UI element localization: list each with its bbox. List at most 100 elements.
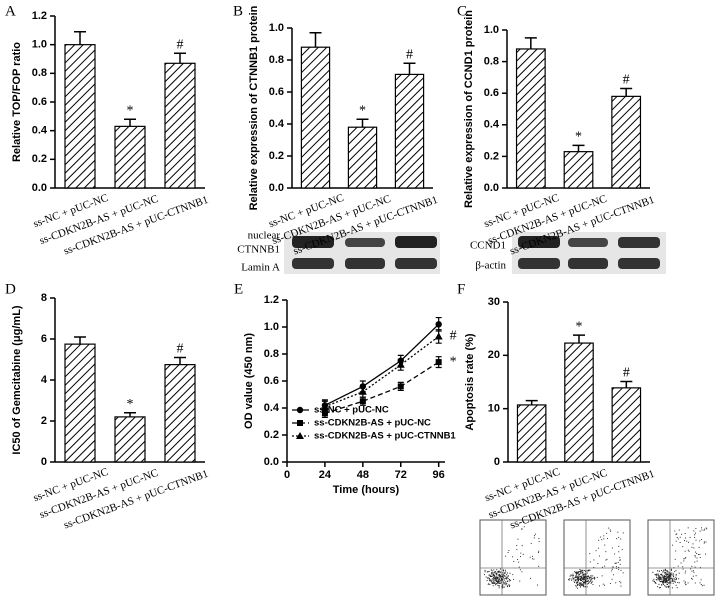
flow-dot xyxy=(574,581,576,583)
flow-dot xyxy=(579,578,581,580)
flow-dot xyxy=(575,577,577,579)
flow-dot xyxy=(498,570,500,572)
flow-dot xyxy=(502,575,504,577)
y-tick-label: 0.6 xyxy=(484,87,499,99)
flow-dot xyxy=(582,581,584,583)
flow-dot xyxy=(589,553,591,555)
flow-dot xyxy=(699,530,701,532)
flow-dot xyxy=(665,573,667,575)
flow-dot xyxy=(671,577,673,579)
bar xyxy=(394,73,425,189)
flow-dot xyxy=(703,584,705,586)
flow-dot xyxy=(493,578,495,580)
flow-dot xyxy=(695,528,697,530)
flow-dot xyxy=(490,569,492,571)
flow-dot xyxy=(503,583,505,585)
y-tick-label: 8 xyxy=(41,292,47,304)
flow-dot xyxy=(498,582,500,584)
flow-dot xyxy=(496,578,498,580)
flow-dot xyxy=(672,582,674,584)
flow-dot xyxy=(583,576,585,578)
flow-dot xyxy=(487,577,489,579)
flow-dot xyxy=(518,561,520,563)
error-bar xyxy=(74,31,86,45)
legend-marker xyxy=(297,420,303,426)
flow-dot xyxy=(692,543,694,545)
flow-dot xyxy=(507,575,509,577)
flow-dot xyxy=(493,575,495,577)
flow-dot xyxy=(667,577,669,579)
flow-dot xyxy=(604,584,606,586)
flow-dot xyxy=(488,578,490,580)
flow-dot xyxy=(505,555,507,557)
flow-dot xyxy=(618,545,620,547)
flow-dot xyxy=(507,552,509,554)
flow-dot xyxy=(684,550,686,552)
panel-label: E xyxy=(234,281,243,297)
flow-dot xyxy=(507,578,509,580)
flow-dot xyxy=(670,582,672,584)
annotation: # xyxy=(406,47,413,62)
flow-dot xyxy=(484,569,486,571)
flow-dot xyxy=(578,577,580,579)
annotation: # xyxy=(177,342,184,357)
bar xyxy=(611,95,642,189)
flow-dot xyxy=(575,575,577,577)
bar xyxy=(164,62,196,189)
flow-dot xyxy=(611,568,613,570)
flow-dot xyxy=(538,541,540,543)
flow-dot xyxy=(499,574,501,576)
flow-dot xyxy=(502,584,504,586)
point xyxy=(358,387,367,395)
flow-dot xyxy=(502,576,504,578)
flow-dot xyxy=(591,581,593,583)
flow-dot xyxy=(678,578,680,580)
flow-dot xyxy=(593,559,595,561)
flow-dot xyxy=(501,578,503,580)
x-axis-title: Time (hours) xyxy=(333,484,400,496)
flow-dot xyxy=(521,528,523,530)
flow-dot xyxy=(505,577,507,579)
flow-dot xyxy=(701,529,703,531)
flow-dot xyxy=(605,559,607,561)
flow-dot xyxy=(587,580,589,582)
flow-dot xyxy=(495,577,497,579)
flow-dot xyxy=(670,576,672,578)
flow-dot xyxy=(687,582,689,584)
y-axis-title: Relative TOP/FOP ratio xyxy=(11,42,23,162)
flow-dot xyxy=(609,529,611,531)
flow-dot xyxy=(582,584,584,586)
flow-dot xyxy=(593,577,595,579)
flow-dot xyxy=(571,575,573,577)
flow-dot xyxy=(585,581,587,583)
flow-dot xyxy=(580,578,582,580)
legend-label: ss-NC + pUC-NC xyxy=(314,405,389,416)
flow-dot xyxy=(580,586,582,588)
flow-dot xyxy=(677,565,679,567)
series-line xyxy=(324,323,440,406)
flow-dot xyxy=(601,575,603,577)
flow-dot xyxy=(571,578,573,580)
flow-dot xyxy=(666,570,668,572)
flow-dot xyxy=(578,578,580,580)
flow-dot xyxy=(670,573,672,575)
flow-dot xyxy=(586,586,588,588)
flow-dot xyxy=(585,573,587,575)
flow-dot xyxy=(493,569,495,571)
flow-dot xyxy=(497,581,499,583)
annotation: * xyxy=(127,103,134,118)
error-bar xyxy=(356,118,369,128)
flow-dot xyxy=(698,546,700,548)
flow-dot xyxy=(663,575,665,577)
flow-dot xyxy=(582,577,584,579)
flow-dot xyxy=(658,570,660,572)
flow-dot xyxy=(513,578,515,580)
flow-dot xyxy=(497,572,499,574)
flow-dot xyxy=(584,581,586,583)
flow-dot xyxy=(501,579,503,581)
flow-dot xyxy=(505,571,507,573)
flow-dot xyxy=(574,571,576,573)
flow-dot xyxy=(675,540,677,542)
error-bar xyxy=(74,336,86,345)
